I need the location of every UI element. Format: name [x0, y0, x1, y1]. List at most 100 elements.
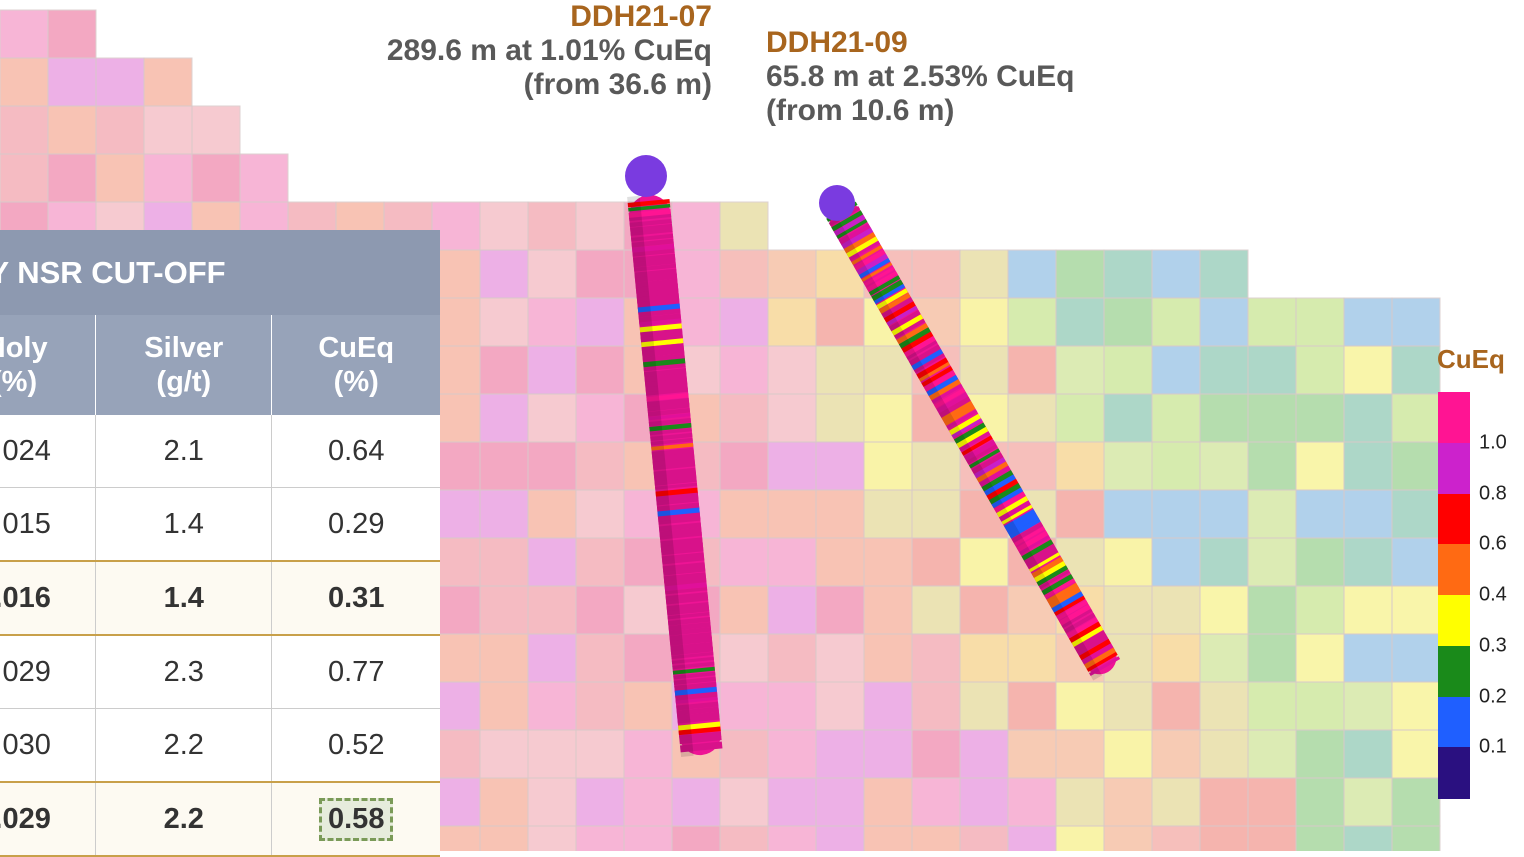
hole-stripe	[660, 542, 704, 553]
hole-stripe	[659, 532, 702, 540]
model-block	[1199, 537, 1249, 587]
model-block	[431, 345, 481, 395]
hole-stripe	[1031, 556, 1064, 579]
model-block	[1199, 681, 1249, 731]
model-block	[1055, 729, 1105, 779]
hole-stripe	[1018, 534, 1050, 555]
model-block	[815, 777, 865, 827]
hole-stripe	[906, 340, 938, 360]
model-block	[527, 393, 577, 443]
model-block	[479, 345, 529, 395]
hole-stripe	[650, 432, 693, 441]
model-block	[1343, 297, 1393, 347]
hole-stripe	[654, 477, 697, 486]
table-title: Y NSR CUT-OFF	[0, 230, 440, 315]
model-block	[1103, 489, 1153, 539]
hole-stripe	[843, 231, 876, 254]
hole-stripe	[1008, 517, 1041, 539]
hole-stripe	[643, 368, 687, 378]
model-block	[1103, 297, 1153, 347]
model-block	[1295, 489, 1345, 539]
model-block	[575, 729, 625, 779]
hole-stripe	[1013, 526, 1046, 547]
model-block	[1103, 441, 1153, 491]
model-block	[1247, 777, 1297, 827]
hole-stripe	[636, 288, 679, 299]
model-block	[863, 345, 913, 395]
legend-label: 0.1	[1479, 735, 1507, 758]
hole-stripe	[876, 288, 909, 310]
hole-stripe	[629, 218, 672, 228]
hole-stripe	[628, 208, 672, 220]
hole-name: DDH21-09	[766, 26, 908, 59]
hole-stripe	[641, 338, 684, 348]
hole-stripe	[669, 636, 713, 646]
model-block	[47, 9, 97, 59]
hole-stripe	[632, 248, 675, 257]
model-block	[1007, 729, 1057, 779]
hole-stripe	[672, 666, 715, 675]
legend-swatch	[1438, 595, 1470, 647]
hole-stripe	[628, 203, 671, 212]
legend-label: 0.8	[1479, 482, 1507, 504]
model-block	[767, 297, 817, 347]
model-block	[863, 441, 913, 491]
hole-stripe	[991, 487, 1024, 509]
hole-stripe	[986, 478, 1020, 502]
table-cell: 2.3	[95, 635, 272, 709]
hole-stripe	[851, 244, 883, 266]
model-block	[1343, 777, 1393, 827]
model-block	[1295, 825, 1345, 851]
model-block	[863, 729, 913, 779]
hole-stripe	[853, 249, 887, 273]
legend-swatch	[1438, 747, 1470, 799]
model-block	[767, 729, 817, 779]
model-block	[1103, 729, 1153, 779]
model-block	[911, 633, 961, 683]
model-block	[527, 297, 577, 347]
model-block	[1151, 537, 1201, 587]
hole-stripe	[643, 363, 686, 372]
model-block	[767, 633, 817, 683]
model-block	[1007, 825, 1057, 851]
model-block	[1247, 345, 1297, 395]
model-block	[767, 825, 817, 851]
hole-stripe	[1006, 513, 1039, 536]
table-cell: 1.4	[95, 487, 272, 562]
model-block	[47, 57, 97, 107]
hole-stripe	[1016, 530, 1049, 553]
model-block	[1295, 393, 1345, 443]
hole-stripe	[873, 283, 906, 305]
hole-stripe	[674, 686, 718, 698]
model-block	[1295, 537, 1345, 587]
model-block	[863, 681, 913, 731]
model-block	[143, 57, 193, 107]
model-block	[527, 681, 577, 731]
hole-stripe	[951, 418, 983, 439]
model-block	[1103, 345, 1153, 395]
hole-stripe	[662, 557, 705, 565]
model-block	[1343, 633, 1393, 683]
model-block	[1343, 441, 1393, 491]
hole-stripe	[941, 400, 974, 423]
model-block	[815, 489, 865, 539]
legend-label: 0.3	[1479, 634, 1507, 657]
hole-stripe	[931, 383, 963, 404]
model-block	[719, 777, 769, 827]
hole-stripe	[647, 403, 690, 412]
model-block	[1199, 489, 1249, 539]
hole-stripe	[1056, 599, 1089, 621]
hole-stripe	[658, 522, 702, 532]
hole-shade	[823, 208, 1103, 681]
hole-stripe	[1061, 608, 1093, 629]
hole-stripe	[630, 228, 673, 236]
model-block	[1055, 345, 1105, 395]
header-row: Moly(%)Silver(g/t)CuEq(%)	[0, 315, 440, 415]
model-block	[959, 249, 1009, 299]
hole-stripe	[632, 253, 676, 264]
model-block	[1391, 825, 1441, 851]
hole-stripe	[644, 378, 688, 388]
